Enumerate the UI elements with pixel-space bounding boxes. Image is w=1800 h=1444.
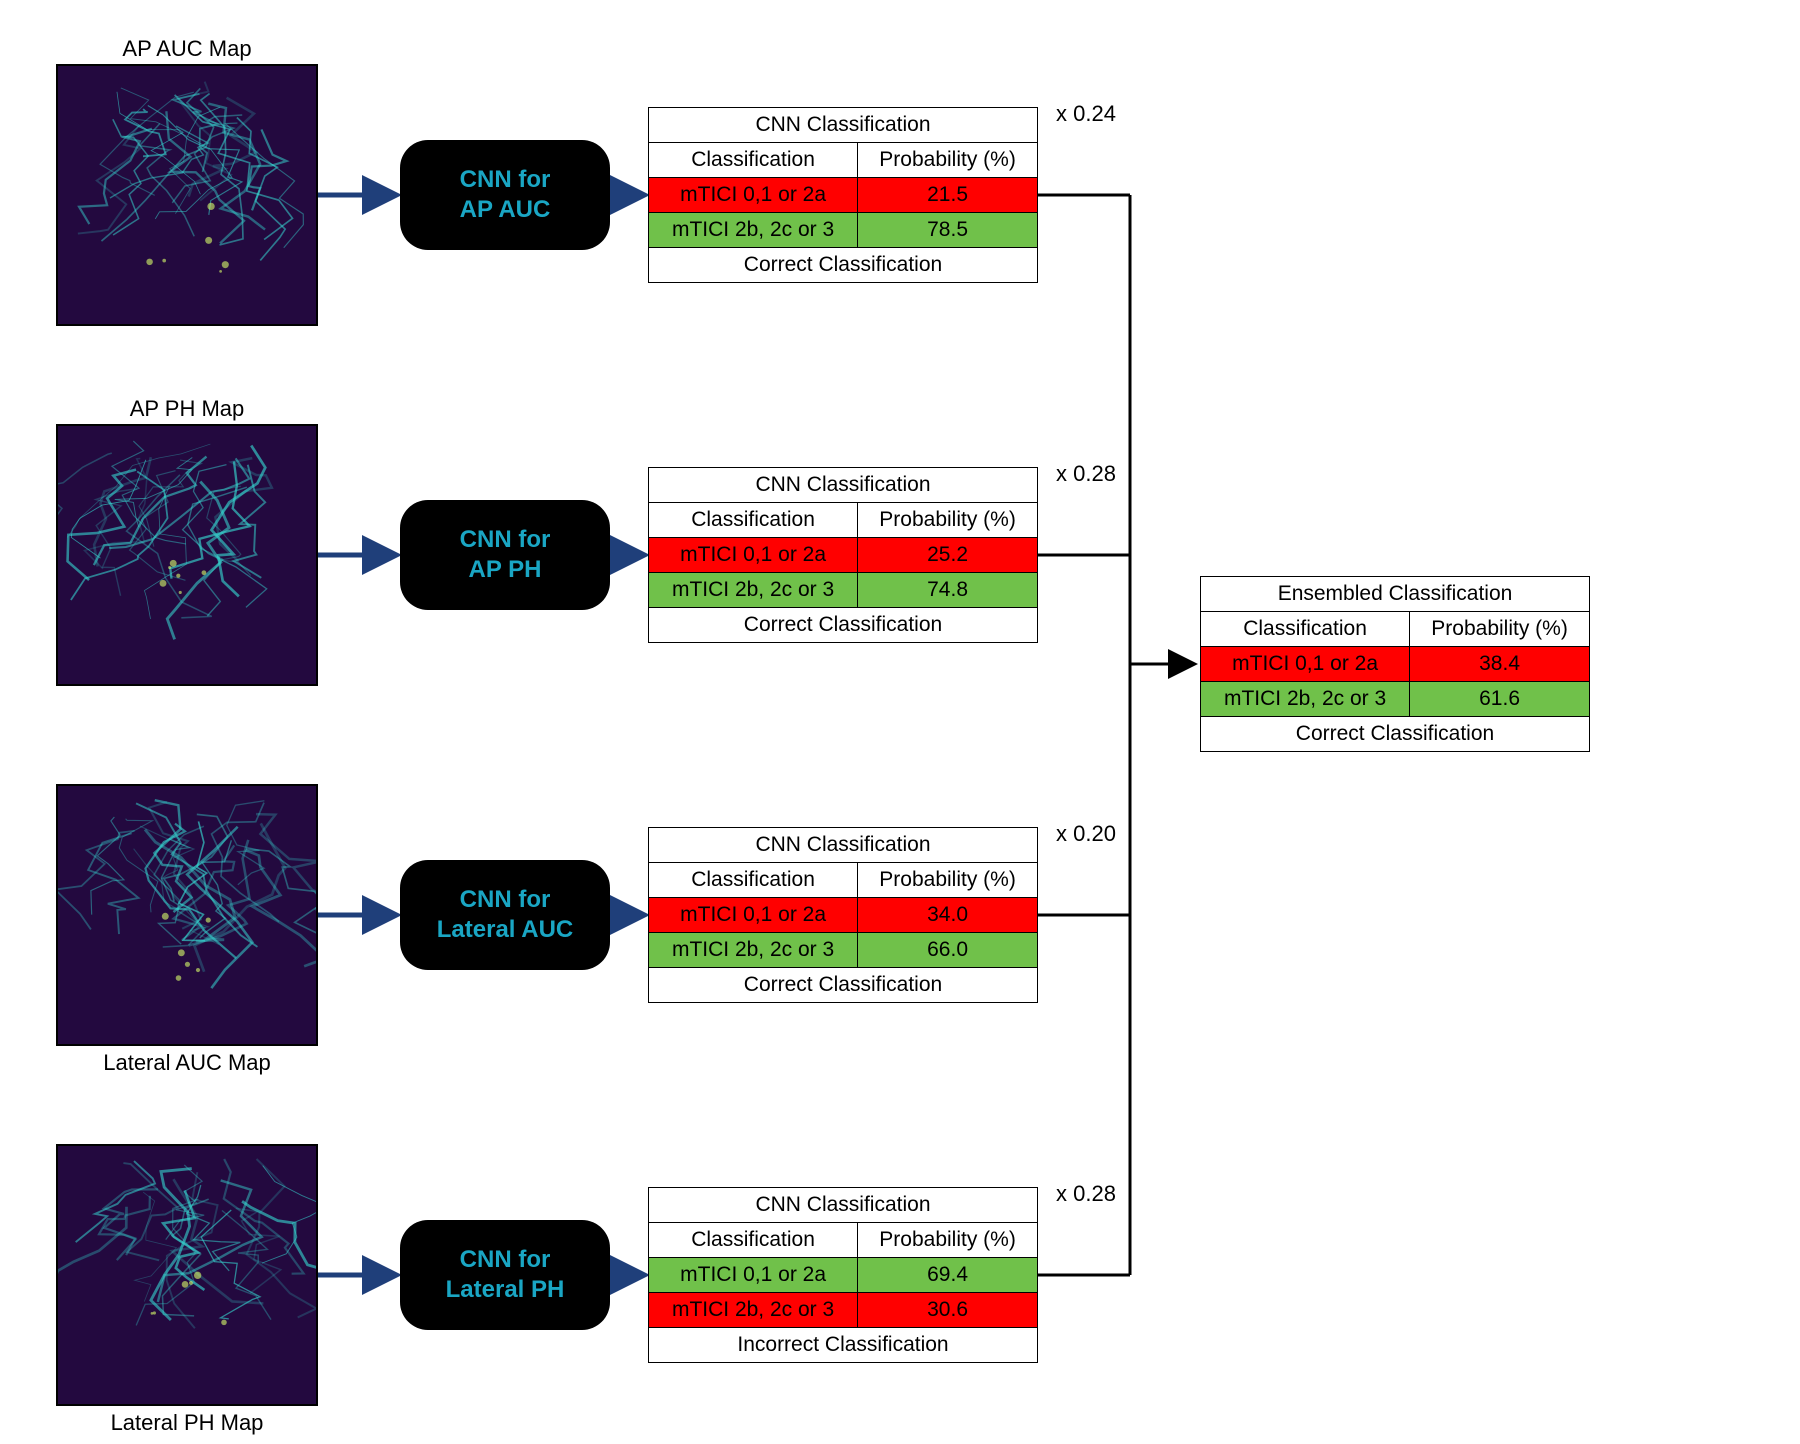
row-bad-label: mTICI 0,1 or 2a bbox=[1201, 647, 1410, 682]
map-ap_auc bbox=[56, 64, 318, 326]
cnn-line1: CNN for bbox=[460, 885, 551, 915]
row-good-label: mTICI 2b, 2c or 3 bbox=[1201, 682, 1410, 717]
ensembled-table: Ensembled Classification Classification … bbox=[1200, 576, 1590, 752]
hdr-classification: Classification bbox=[1201, 612, 1410, 647]
weight-lat_ph: x 0.28 bbox=[1056, 1181, 1116, 1207]
row-bad-label: mTICI 0,1 or 2a bbox=[649, 178, 858, 213]
row-good-prob: 61.6 bbox=[1410, 682, 1590, 717]
row-bad-prob: 38.4 bbox=[1410, 647, 1590, 682]
row-status: Correct Classification bbox=[649, 608, 1038, 643]
hdr-classification: Classification bbox=[649, 863, 858, 898]
cnn-box-lat_ph: CNN forLateral PH bbox=[400, 1220, 610, 1330]
cnn-line2: AP AUC bbox=[460, 195, 551, 225]
row-status: Correct Classification bbox=[1201, 717, 1590, 752]
hdr-classification: Classification bbox=[649, 1223, 858, 1258]
row-good-label: mTICI 2b, 2c or 3 bbox=[649, 213, 858, 248]
row-good-label: mTICI 2b, 2c or 3 bbox=[649, 573, 858, 608]
row-bad-prob: 21.5 bbox=[858, 178, 1038, 213]
row-good-prob: 66.0 bbox=[858, 933, 1038, 968]
row-bad-label: mTICI 0,1 or 2a bbox=[649, 1258, 858, 1293]
cnn-line2: AP PH bbox=[469, 555, 542, 585]
row-good-label: mTICI 2b, 2c or 3 bbox=[649, 933, 858, 968]
row-good-prob: 74.8 bbox=[858, 573, 1038, 608]
tbl-title: CNN Classification bbox=[649, 108, 1038, 143]
hdr-probability: Probability (%) bbox=[858, 1223, 1038, 1258]
tbl-title: Ensembled Classification bbox=[1201, 577, 1590, 612]
row-status: Incorrect Classification bbox=[649, 1328, 1038, 1363]
cls-table-ap_auc: CNN Classification Classification Probab… bbox=[648, 107, 1038, 283]
cnn-line2: Lateral AUC bbox=[437, 915, 573, 945]
tbl-title: CNN Classification bbox=[649, 1188, 1038, 1223]
map-label-lat_auc: Lateral AUC Map bbox=[56, 1050, 318, 1076]
row-bad-prob: 34.0 bbox=[858, 898, 1038, 933]
map-ap_ph bbox=[56, 424, 318, 686]
row-good-prob: 30.6 bbox=[858, 1293, 1038, 1328]
cnn-line1: CNN for bbox=[460, 1245, 551, 1275]
map-lat_auc bbox=[56, 784, 318, 1046]
row-bad-prob: 69.4 bbox=[858, 1258, 1038, 1293]
cnn-line1: CNN for bbox=[460, 165, 551, 195]
row-status: Correct Classification bbox=[649, 248, 1038, 283]
map-label-ap_auc: AP AUC Map bbox=[56, 36, 318, 62]
cnn-box-ap_ph: CNN forAP PH bbox=[400, 500, 610, 610]
cls-table-ap_ph: CNN Classification Classification Probab… bbox=[648, 467, 1038, 643]
weight-lat_auc: x 0.20 bbox=[1056, 821, 1116, 847]
row-status: Correct Classification bbox=[649, 968, 1038, 1003]
hdr-probability: Probability (%) bbox=[858, 143, 1038, 178]
cnn-line1: CNN for bbox=[460, 525, 551, 555]
map-label-lat_ph: Lateral PH Map bbox=[56, 1410, 318, 1436]
cnn-line2: Lateral PH bbox=[446, 1275, 565, 1305]
cls-table-lat_ph: CNN Classification Classification Probab… bbox=[648, 1187, 1038, 1363]
row-good-prob: 78.5 bbox=[858, 213, 1038, 248]
row-bad-label: mTICI 0,1 or 2a bbox=[649, 538, 858, 573]
row-bad-prob: 25.2 bbox=[858, 538, 1038, 573]
tbl-title: CNN Classification bbox=[649, 468, 1038, 503]
weight-ap_ph: x 0.28 bbox=[1056, 461, 1116, 487]
row-bad-label: mTICI 0,1 or 2a bbox=[649, 898, 858, 933]
hdr-classification: Classification bbox=[649, 503, 858, 538]
hdr-probability: Probability (%) bbox=[1410, 612, 1590, 647]
hdr-probability: Probability (%) bbox=[858, 503, 1038, 538]
weight-ap_auc: x 0.24 bbox=[1056, 101, 1116, 127]
tbl-title: CNN Classification bbox=[649, 828, 1038, 863]
hdr-classification: Classification bbox=[649, 143, 858, 178]
map-lat_ph bbox=[56, 1144, 318, 1406]
map-label-ap_ph: AP PH Map bbox=[56, 396, 318, 422]
hdr-probability: Probability (%) bbox=[858, 863, 1038, 898]
cnn-box-ap_auc: CNN forAP AUC bbox=[400, 140, 610, 250]
cnn-box-lat_auc: CNN forLateral AUC bbox=[400, 860, 610, 970]
row-good-label: mTICI 2b, 2c or 3 bbox=[649, 1293, 858, 1328]
cls-table-lat_auc: CNN Classification Classification Probab… bbox=[648, 827, 1038, 1003]
